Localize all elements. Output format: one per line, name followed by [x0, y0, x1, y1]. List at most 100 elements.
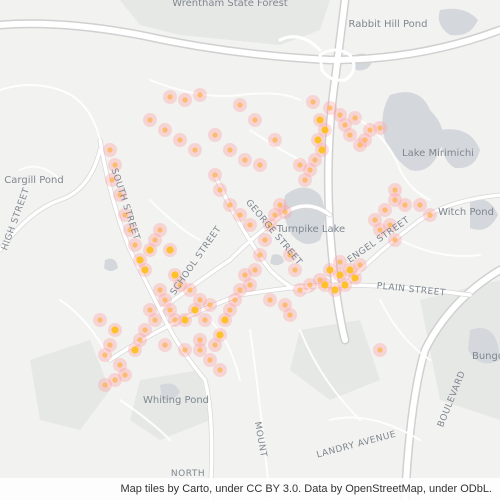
heat-point — [297, 287, 303, 293]
heat-point — [192, 147, 198, 153]
heat-point — [377, 125, 383, 131]
heat-point — [351, 274, 359, 282]
map-attribution: Map tiles by Carto, under CC BY 3.0. Dat… — [0, 478, 500, 500]
heat-point — [212, 172, 218, 178]
heat-point — [302, 177, 308, 183]
heat-point — [427, 212, 433, 218]
park-areas — [30, 0, 500, 440]
heat-point — [227, 202, 233, 208]
heat-point — [341, 281, 349, 289]
heat-point — [242, 272, 248, 278]
heat-point — [297, 162, 303, 168]
whiting-pond-shape — [160, 383, 180, 401]
label-whiting-pond: Whiting Pond — [143, 395, 209, 406]
heat-point — [402, 202, 408, 208]
heat-point — [162, 297, 168, 303]
heat-point — [392, 197, 398, 203]
heat-point — [177, 137, 183, 143]
heat-point — [287, 252, 293, 258]
heat-point — [237, 102, 243, 108]
heat-point — [247, 282, 253, 288]
heat-point — [267, 297, 273, 303]
label-lake-mirimichi: Lake Mirimichi — [402, 148, 474, 159]
heat-point — [202, 317, 208, 323]
heat-point — [237, 212, 243, 218]
heat-point — [267, 222, 273, 228]
heat-point — [237, 287, 243, 293]
heat-point — [197, 347, 203, 353]
heat-point — [167, 94, 173, 100]
heat-point — [191, 306, 199, 314]
heat-point — [352, 115, 358, 121]
route-southeast — [402, 267, 500, 500]
heat-point — [252, 267, 258, 273]
interstate-highway — [0, 20, 500, 63]
pond-center — [270, 254, 284, 266]
heat-point — [112, 162, 118, 168]
heat-point — [292, 267, 298, 273]
heat-point — [342, 122, 348, 128]
heat-point — [307, 167, 313, 173]
heat-point — [107, 342, 113, 348]
heat-point — [107, 147, 113, 153]
heat-point — [147, 117, 153, 123]
heat-point — [312, 157, 318, 163]
pond-southeast — [468, 328, 500, 364]
school-street-road — [158, 204, 332, 312]
heat-point — [157, 287, 163, 293]
heat-point — [227, 307, 233, 313]
park-area-southeast — [290, 320, 380, 400]
heat-point — [132, 242, 138, 248]
heat-point — [337, 259, 343, 265]
heat-point — [417, 202, 423, 208]
heat-point — [377, 227, 383, 233]
heat-point — [181, 316, 189, 324]
heat-point-layer — [97, 92, 433, 388]
heat-point — [377, 347, 383, 353]
heat-point — [307, 282, 313, 288]
heat-point — [122, 212, 128, 218]
label-turnpike-lake: Turnpike Lake — [276, 224, 345, 235]
heat-point — [127, 227, 133, 233]
lake-mirimichi-lobe — [440, 129, 480, 169]
heat-point — [197, 337, 203, 343]
heat-point — [171, 271, 179, 279]
heat-point — [162, 342, 168, 348]
heat-point — [97, 317, 103, 323]
pond-west — [104, 258, 118, 271]
heat-point — [167, 307, 173, 313]
heat-point — [327, 105, 333, 111]
heat-point — [182, 347, 188, 353]
heat-point — [131, 346, 139, 354]
heat-point — [257, 162, 263, 168]
heat-point — [102, 382, 108, 388]
engel-street-road — [343, 193, 500, 287]
heat-point — [357, 142, 363, 148]
heat-point — [337, 112, 343, 118]
water-bodies — [104, 8, 500, 401]
heat-point — [392, 237, 398, 243]
heat-point — [217, 187, 223, 193]
heat-point — [117, 362, 123, 368]
heat-point — [392, 187, 398, 193]
heat-point — [372, 217, 378, 223]
heat-point — [321, 126, 329, 134]
heat-point — [147, 307, 153, 313]
heat-point — [310, 99, 316, 105]
label-forest: Wrentham State Forest — [172, 0, 288, 9]
heat-point — [227, 147, 233, 153]
heat-point — [157, 227, 163, 233]
label-rabbit-hill-pond: Rabbit Hill Pond — [349, 19, 428, 30]
heat-point — [346, 266, 354, 274]
heat-point — [262, 237, 268, 243]
heat-point — [111, 326, 119, 334]
forest-area — [120, 0, 330, 45]
pond-north-east — [438, 8, 478, 36]
heat-point — [314, 136, 322, 144]
heat-point — [221, 316, 229, 324]
heat-point — [166, 246, 174, 254]
heat-point — [272, 212, 278, 218]
heat-point — [347, 132, 353, 138]
heat-point — [162, 127, 168, 133]
